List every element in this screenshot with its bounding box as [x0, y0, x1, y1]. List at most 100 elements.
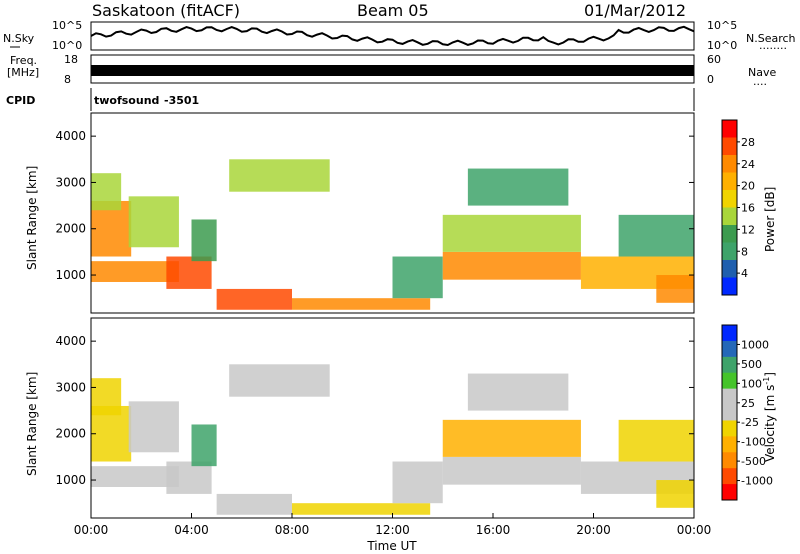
- x-axis-label: Time UT: [366, 539, 417, 553]
- velocity-colorbar-label-exp: -1: [762, 377, 771, 385]
- velocity-colorbar-label: Velocity [m s-1]: [762, 372, 777, 462]
- freq-left-label-1: Freq.: [10, 54, 37, 67]
- colorbar-swatch: [722, 388, 737, 406]
- noise-right-label-dots: ........: [759, 39, 787, 52]
- colorbar-tick-label: -25: [741, 416, 759, 429]
- velocity-heatmap: [91, 364, 694, 515]
- colorbar-swatch: [722, 172, 737, 191]
- heatmap-cell: [292, 298, 431, 310]
- colorbar-tick-label: 12: [741, 223, 755, 236]
- cpid-program: twofsound: [94, 94, 159, 107]
- heatmap-cell: [656, 480, 694, 508]
- colorbar-tick-label: -100: [741, 436, 766, 449]
- y-tick-label: 2000: [55, 222, 86, 236]
- colorbar-swatch: [722, 260, 737, 278]
- colorbar-tick-label: 4: [741, 267, 748, 280]
- heatmap-cell: [91, 173, 122, 211]
- colorbar-swatch: [722, 340, 737, 358]
- x-tick-label: 04:00: [174, 523, 209, 537]
- velocity-y-axis-label: Slant Range [km]: [25, 372, 39, 476]
- colorbar-swatch: [722, 225, 737, 243]
- power-colorbar: 28 24 20 16 12 8 4: [721, 119, 755, 296]
- heatmap-cell: [229, 159, 330, 192]
- heatmap-cell: [191, 219, 217, 262]
- heatmap-cell: [392, 461, 443, 504]
- colorbar-tick-label: 500: [741, 358, 762, 371]
- freq-left-tick-top: 18: [64, 53, 78, 66]
- velocity-colorbar: 1000 500 100 25 -25 -100 -500 -1000: [721, 324, 773, 501]
- noise-line: [90, 25, 695, 47]
- colorbar-tick-label: 8: [741, 245, 748, 258]
- heatmap-cell: [91, 466, 179, 487]
- y-tick-label: 2000: [55, 427, 86, 441]
- y-tick-label: 4000: [55, 334, 86, 348]
- heatmap-cell: [467, 373, 569, 411]
- heatmap-cell: [392, 256, 443, 299]
- colorbar-swatch: [722, 468, 737, 485]
- freq-right-tick-top: 60: [707, 53, 721, 66]
- y-tick-label: 3000: [55, 175, 86, 189]
- cpid-program-id: -3501: [164, 94, 199, 107]
- colorbar-tick-label: 20: [741, 180, 755, 193]
- heatmap-cell: [229, 364, 330, 397]
- freq-right-label-dots: ....: [753, 75, 767, 88]
- noise-trace: [90, 25, 695, 47]
- freq-left-label-2: [MHz]: [7, 66, 39, 79]
- heatmap-cell: [128, 196, 179, 248]
- station-title: Saskatoon (fitACF): [92, 1, 240, 20]
- freq-trace: [91, 65, 694, 76]
- x-tick-label: 12:00: [375, 523, 410, 537]
- velocity-colorbar-label-end: ]: [763, 372, 777, 377]
- y-tick-label: 1000: [55, 268, 86, 282]
- y-tick-label: 1000: [55, 473, 86, 487]
- x-tick-label: 20:00: [576, 523, 611, 537]
- colorbar-swatch: [722, 452, 737, 469]
- heatmap-cell: [442, 456, 581, 485]
- colorbar-swatch: [722, 207, 737, 226]
- heatmap-cell: [216, 288, 292, 310]
- power-colorbar-label: Power [dB]: [763, 187, 777, 252]
- velocity-colorbar-label-main: Velocity [m s: [763, 385, 777, 462]
- heatmap-cell: [166, 461, 212, 494]
- colorbar-frame: [721, 324, 738, 501]
- heatmap-cell: [442, 419, 581, 457]
- colorbar-swatch: [722, 372, 737, 390]
- y-tick-label: 3000: [55, 380, 86, 394]
- noise-right-tick-top: 10^5: [707, 19, 737, 32]
- heatmap-cell: [191, 424, 217, 467]
- noise-right-label: N.Search: [746, 32, 796, 45]
- colorbar-tick-label: 28: [741, 136, 755, 149]
- heatmap-cell: [618, 214, 694, 257]
- noise-left-label: N.Sky: [3, 32, 35, 45]
- colorbar-swatch: [722, 120, 737, 138]
- colorbar-tick-label: -500: [741, 455, 766, 468]
- cpid-label: CPID: [6, 94, 35, 107]
- colorbar-tick-label: 1000: [741, 338, 769, 351]
- x-tick-label: 16:00: [476, 523, 511, 537]
- freq-left-tick-bottom: 8: [64, 73, 71, 86]
- date-title: 01/Mar/2012: [584, 1, 686, 20]
- colorbar-swatch: [722, 404, 737, 421]
- heatmap-cell: [166, 256, 212, 289]
- colorbar-tick-label: -1000: [741, 475, 773, 488]
- y-tick-label: 4000: [55, 129, 86, 143]
- x-tick-label: 00:00: [74, 523, 109, 537]
- colorbar-tick-label: 25: [741, 397, 755, 410]
- colorbar-tick-label: 24: [741, 158, 755, 171]
- colorbar-swatch: [722, 277, 737, 296]
- heatmap-cell: [292, 503, 431, 515]
- colorbar-tick-label: 16: [741, 202, 755, 215]
- colorbar-swatch: [722, 436, 737, 453]
- colorbar-swatch: [722, 137, 737, 156]
- freq-right-label: Nave: [748, 66, 776, 79]
- x-tick-label: 00:00: [677, 523, 712, 537]
- heatmap-cell: [91, 378, 122, 416]
- power-y-axis-label: Slant Range [km]: [25, 166, 39, 270]
- colorbar-swatch: [722, 420, 737, 437]
- heatmap-cell: [91, 200, 132, 257]
- x-tick-label: 08:00: [275, 523, 310, 537]
- colorbar-swatch: [722, 484, 737, 501]
- beam-title: Beam 05: [357, 1, 429, 20]
- heatmap-cell: [656, 275, 694, 303]
